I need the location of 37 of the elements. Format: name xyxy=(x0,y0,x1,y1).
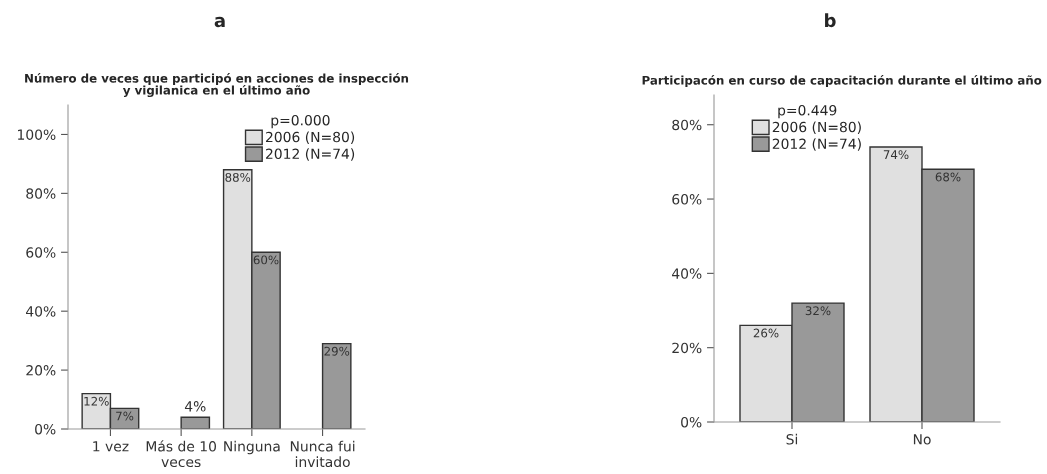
x-tick-label: 1 vez xyxy=(93,441,129,452)
legend-label: 2012 (N=74) xyxy=(265,148,355,161)
legend-label: 2012 (N=74) xyxy=(772,138,861,151)
data-label: 32% xyxy=(805,306,831,316)
y-tick-label: 40% xyxy=(26,306,56,317)
x-tick-label: Ninguna xyxy=(224,440,280,455)
chart-title: b xyxy=(825,13,836,28)
legend-label: 2006 (N=80) xyxy=(772,121,861,134)
y-tick-label: 0% xyxy=(681,416,702,428)
x-tick-label: Más de 10 veces xyxy=(146,440,217,468)
data-label: 60% xyxy=(253,255,279,265)
legend-label: 2006 (N=80) xyxy=(265,131,355,144)
data-label: 29% xyxy=(324,346,350,356)
legend-title: p=0.000 xyxy=(271,114,330,129)
data-label: 74% xyxy=(883,150,909,160)
chart-title: a xyxy=(214,16,225,28)
y-tick-label: 80% xyxy=(672,119,702,131)
y-tick-label: 20% xyxy=(26,365,56,376)
y-tick-label: 60% xyxy=(26,247,56,258)
data-label: 12% xyxy=(84,396,109,406)
y-tick-label: 20% xyxy=(672,342,702,354)
x-tick-label: No xyxy=(913,434,931,445)
y-tick-label: 100% xyxy=(18,129,56,140)
data-label: 26% xyxy=(753,328,779,338)
y-tick-label: 40% xyxy=(672,268,702,279)
chart-subtitle: Participacón en curso de capacitación durante el último año xyxy=(642,75,1042,87)
data-label: 88% xyxy=(225,172,251,182)
chart-subtitle: Número de veces que participó en acciones de inspección y vigilanica en el último año xyxy=(25,73,409,97)
y-tick-label: 80% xyxy=(26,188,56,199)
data-label: 68% xyxy=(935,172,961,182)
data-label: 4% xyxy=(184,401,206,412)
y-tick-label: 0% xyxy=(35,423,56,435)
y-tick-label: 60% xyxy=(672,194,702,205)
legend-title: p=0.449 xyxy=(778,104,837,119)
x-tick-label: Si xyxy=(786,433,798,445)
data-label: 7% xyxy=(116,411,134,421)
x-tick-label: Nunca fui invitado xyxy=(290,440,355,468)
